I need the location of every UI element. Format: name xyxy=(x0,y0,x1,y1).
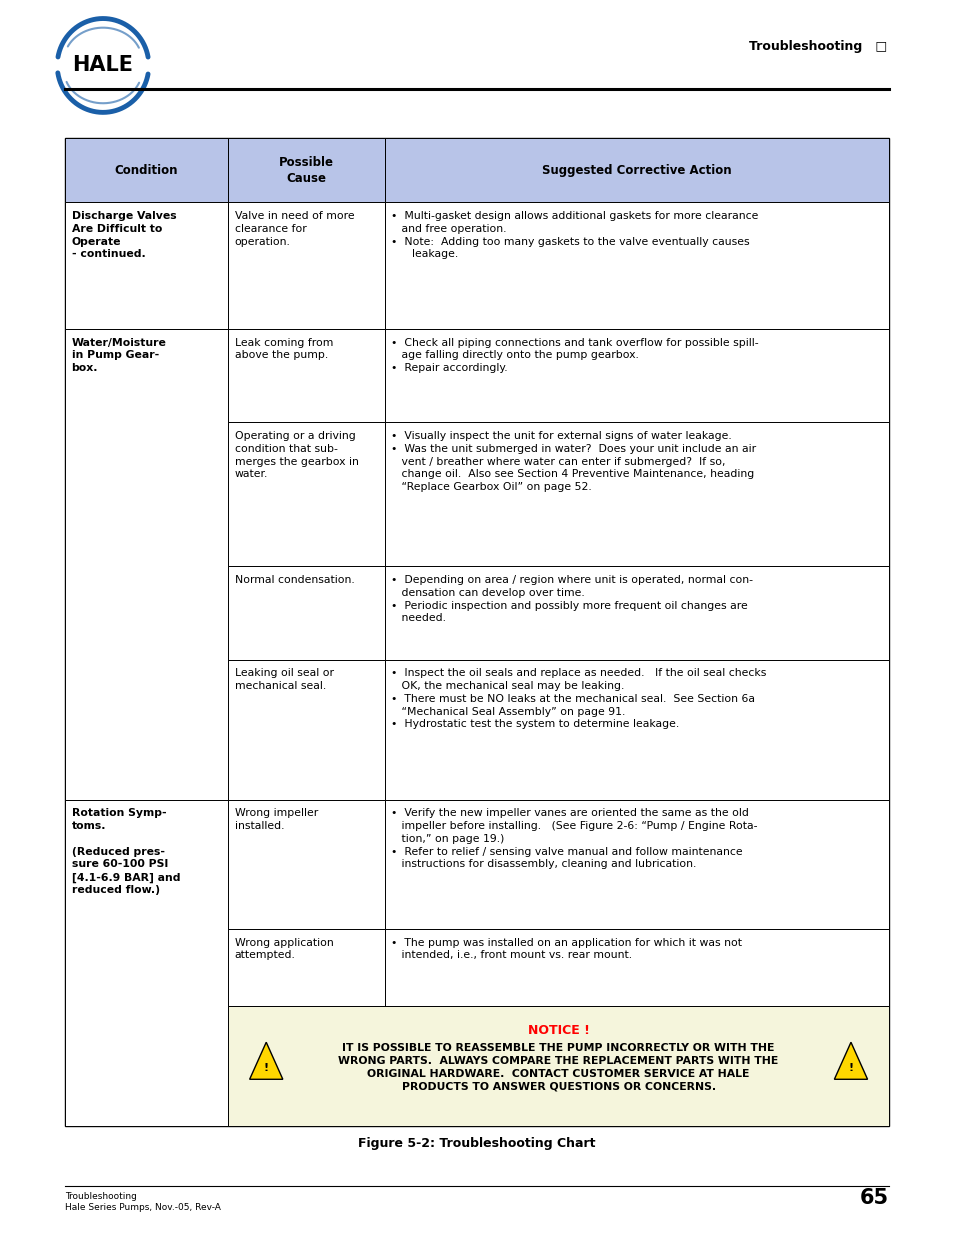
Text: Leak coming from
above the pump.: Leak coming from above the pump. xyxy=(234,337,333,361)
Bar xyxy=(384,203,888,329)
Bar xyxy=(65,203,228,329)
Text: Condition: Condition xyxy=(114,164,178,177)
Polygon shape xyxy=(250,1042,282,1079)
Bar xyxy=(228,138,384,203)
Bar xyxy=(228,929,384,1007)
Text: Possible
Cause: Possible Cause xyxy=(278,156,334,185)
Bar xyxy=(384,659,888,799)
Bar xyxy=(384,567,888,659)
Text: !: ! xyxy=(263,1063,269,1073)
Bar xyxy=(384,929,888,1007)
Text: Figure 5-2: Troubleshooting Chart: Figure 5-2: Troubleshooting Chart xyxy=(358,1137,595,1150)
Text: •  Verify the new impeller vanes are oriented the same as the old
   impeller be: • Verify the new impeller vanes are orie… xyxy=(391,808,757,869)
Bar xyxy=(384,799,888,929)
Text: Rotation Symp-
toms.

(Reduced pres-
sure 60-100 PSI
[4.1-6.9 BAR] and
reduced f: Rotation Symp- toms. (Reduced pres- sure… xyxy=(71,808,180,895)
Bar xyxy=(228,203,384,329)
Text: Leaking oil seal or
mechanical seal.: Leaking oil seal or mechanical seal. xyxy=(234,668,334,692)
Text: •  Multi-gasket design allows additional gaskets for more clearance
   and free : • Multi-gasket design allows additional … xyxy=(391,211,758,259)
Bar xyxy=(228,422,384,567)
Bar xyxy=(384,329,888,422)
Text: •  Check all piping connections and tank overflow for possible spill-
   age fal: • Check all piping connections and tank … xyxy=(391,337,759,373)
Text: •  Inspect the oil seals and replace as needed.   If the oil seal checks
   OK, : • Inspect the oil seals and replace as n… xyxy=(391,668,766,730)
Text: Troubleshooting: Troubleshooting xyxy=(65,1192,136,1200)
Text: 65: 65 xyxy=(859,1188,888,1208)
Bar xyxy=(65,799,228,1126)
Bar xyxy=(228,329,384,422)
Polygon shape xyxy=(834,1042,866,1079)
Bar xyxy=(228,659,384,799)
Bar xyxy=(65,138,228,203)
Bar xyxy=(228,799,384,929)
Text: Discharge Valves
Are Difficult to
Operate
- continued.: Discharge Valves Are Difficult to Operat… xyxy=(71,211,176,259)
Text: Normal condensation.: Normal condensation. xyxy=(234,576,355,585)
Text: Hale Series Pumps, Nov.-05, Rev-A: Hale Series Pumps, Nov.-05, Rev-A xyxy=(65,1203,220,1212)
Bar xyxy=(65,138,888,1126)
Bar xyxy=(384,138,888,203)
Text: Wrong impeller
installed.: Wrong impeller installed. xyxy=(234,808,317,831)
Text: Suggested Corrective Action: Suggested Corrective Action xyxy=(541,164,731,177)
Text: !: ! xyxy=(847,1063,853,1073)
Bar xyxy=(228,1007,888,1126)
Text: Wrong application
attempted.: Wrong application attempted. xyxy=(234,937,334,961)
Text: NOTICE !: NOTICE ! xyxy=(527,1024,589,1036)
Text: •  Visually inspect the unit for external signs of water leakage.
•  Was the uni: • Visually inspect the unit for external… xyxy=(391,431,756,493)
Text: Valve in need of more
clearance for
operation.: Valve in need of more clearance for oper… xyxy=(234,211,354,247)
Text: HALE: HALE xyxy=(72,56,133,75)
Text: Water/Moisture
in Pump Gear-
box.: Water/Moisture in Pump Gear- box. xyxy=(71,337,166,373)
Text: Operating or a driving
condition that sub-
merges the gearbox in
water.: Operating or a driving condition that su… xyxy=(234,431,358,479)
Text: Troubleshooting   □: Troubleshooting □ xyxy=(748,41,886,53)
Text: •  The pump was installed on an application for which it was not
   intended, i.: • The pump was installed on an applicati… xyxy=(391,937,741,961)
Text: •  Depending on area / region where unit is operated, normal con-
   densation c: • Depending on area / region where unit … xyxy=(391,576,753,624)
Bar xyxy=(65,329,228,799)
Bar xyxy=(384,422,888,567)
Bar xyxy=(228,567,384,659)
Text: IT IS POSSIBLE TO REASSEMBLE THE PUMP INCORRECTLY OR WITH THE
WRONG PARTS.  ALWA: IT IS POSSIBLE TO REASSEMBLE THE PUMP IN… xyxy=(338,1044,778,1092)
